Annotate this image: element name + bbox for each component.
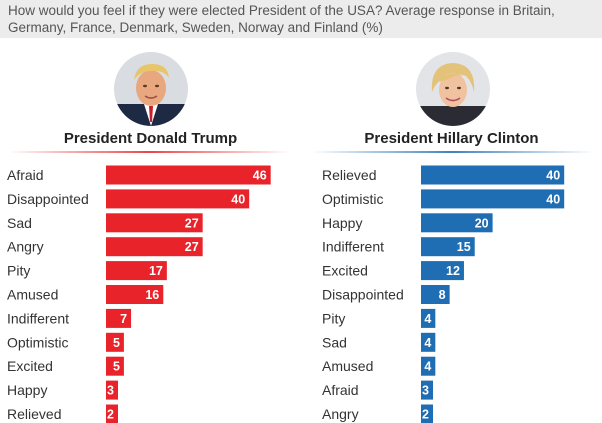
trump-panel: President Donald Trump Afraid 46 Disappoin… bbox=[0, 38, 301, 423]
clinton-category-label: Pity bbox=[322, 310, 345, 326]
clinton-panel-title: President Hillary Clinton bbox=[364, 130, 539, 147]
trump-category-label: Amused bbox=[7, 287, 58, 303]
trump-bar bbox=[106, 285, 164, 304]
trump-category-label: Optimistic bbox=[7, 334, 68, 350]
chart-question: How would you feel if they were elected … bbox=[8, 3, 555, 35]
clinton-category-label: Afraid bbox=[322, 382, 359, 398]
trump-category-label: Angry bbox=[7, 239, 44, 255]
clinton-value-label: 40 bbox=[546, 169, 560, 183]
trump-category-label: Happy bbox=[7, 382, 47, 398]
clinton-bar bbox=[421, 404, 433, 423]
trump-bar bbox=[106, 213, 203, 233]
clinton-value-label: 4 bbox=[424, 312, 431, 326]
clinton-bar-chart: Relieved 40 Optimistic 40 Happy 20 Indifferent… bbox=[322, 165, 565, 423]
trump-value-label: 5 bbox=[113, 336, 120, 350]
trump-value-label: 27 bbox=[185, 240, 199, 254]
trump-value-label: 5 bbox=[113, 360, 120, 374]
trump-value-label: 40 bbox=[231, 192, 245, 206]
trump-category-label: Disappointed bbox=[7, 191, 89, 207]
clinton-bar bbox=[421, 285, 450, 304]
clinton-value-label: 4 bbox=[424, 336, 431, 350]
clinton-category-label: Amused bbox=[322, 358, 373, 374]
clinton-category-label: Relieved bbox=[322, 167, 376, 183]
trump-value-label: 27 bbox=[185, 216, 199, 230]
clinton-bar bbox=[421, 380, 433, 400]
clinton-bar bbox=[421, 261, 464, 281]
trump-category-label: Indifferent bbox=[7, 310, 69, 326]
trump-category-label: Afraid bbox=[7, 167, 44, 183]
trump-value-label: 7 bbox=[120, 312, 127, 326]
clinton-value-label: 12 bbox=[446, 264, 460, 278]
trump-bar bbox=[106, 332, 124, 352]
clinton-category-label: Optimistic bbox=[322, 191, 383, 207]
clinton-category-label: Angry bbox=[322, 406, 359, 422]
clinton-category-label: Excited bbox=[322, 263, 368, 279]
trump-category-label: Sad bbox=[7, 215, 32, 231]
clinton-bar bbox=[421, 165, 565, 185]
trump-value-label: 46 bbox=[253, 169, 267, 183]
clinton-value-label: 20 bbox=[475, 216, 489, 230]
clinton-category-label: Sad bbox=[322, 334, 347, 350]
trump-value-label: 3 bbox=[107, 384, 114, 398]
trump-bar bbox=[106, 237, 203, 257]
trump-value-label: 16 bbox=[145, 288, 159, 302]
trump-bar bbox=[106, 308, 132, 328]
clinton-value-label: 15 bbox=[457, 240, 471, 254]
clinton-category-label: Indifferent bbox=[322, 239, 384, 255]
trump-value-label: 2 bbox=[107, 408, 114, 422]
trump-category-label: Excited bbox=[7, 358, 53, 374]
clinton-title-underline bbox=[311, 151, 594, 153]
clinton-value-label: 4 bbox=[424, 360, 431, 374]
clinton-bar bbox=[421, 356, 436, 376]
clinton-bar bbox=[421, 332, 436, 352]
clinton-value-label: 3 bbox=[422, 384, 429, 398]
trump-value-label: 17 bbox=[149, 264, 163, 278]
trump-portrait-icon bbox=[114, 52, 188, 126]
clinton-category-label: Happy bbox=[322, 215, 362, 231]
clinton-value-label: 2 bbox=[422, 408, 429, 422]
trump-title-underline bbox=[8, 151, 291, 153]
trump-bar bbox=[106, 261, 167, 281]
clinton-bar bbox=[421, 213, 493, 233]
clinton-panel: President Hillary Clinton Relieved 40 Opti… bbox=[301, 38, 602, 423]
trump-bar bbox=[106, 165, 271, 185]
clinton-portrait-icon bbox=[416, 52, 490, 126]
clinton-value-label: 8 bbox=[439, 288, 446, 302]
trump-bar bbox=[106, 356, 124, 376]
clinton-category-label: Disappointed bbox=[322, 287, 404, 303]
trump-category-label: Pity bbox=[7, 263, 30, 279]
trump-panel-title: President Donald Trump bbox=[63, 130, 238, 147]
trump-bar bbox=[106, 404, 118, 423]
trump-category-label: Relieved bbox=[7, 406, 61, 422]
clinton-bar bbox=[421, 237, 475, 257]
header-bar: How would you feel if they were elected … bbox=[0, 0, 602, 38]
trump-bar bbox=[106, 189, 250, 209]
clinton-bar bbox=[421, 189, 565, 209]
trump-bar bbox=[106, 380, 118, 400]
clinton-value-label: 40 bbox=[546, 192, 560, 206]
clinton-bar bbox=[421, 308, 436, 328]
